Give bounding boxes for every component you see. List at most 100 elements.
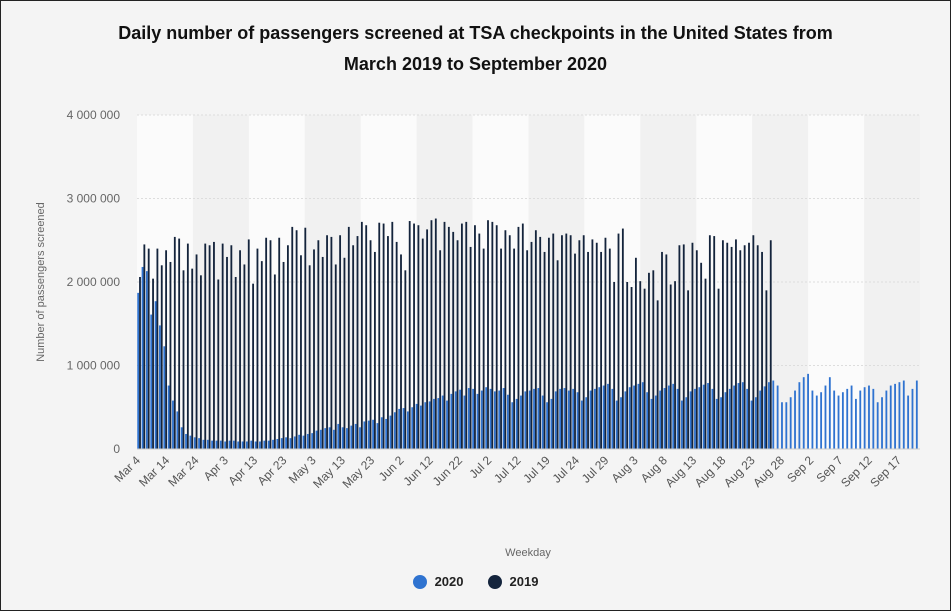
bar-2020[interactable] <box>885 390 888 449</box>
bar-2020[interactable] <box>450 393 453 449</box>
bar-2019[interactable] <box>260 261 263 449</box>
bar-2020[interactable] <box>441 395 444 449</box>
bar-2020[interactable] <box>602 385 605 449</box>
bar-2019[interactable] <box>291 226 294 449</box>
bar-2019[interactable] <box>178 238 181 449</box>
bar-2020[interactable] <box>915 380 918 449</box>
bar-2019[interactable] <box>273 274 276 449</box>
bar-2020[interactable] <box>781 402 783 449</box>
bar-2020[interactable] <box>467 388 470 449</box>
bar-2019[interactable] <box>752 235 755 449</box>
bar-2020[interactable] <box>302 435 305 449</box>
bar-2019[interactable] <box>608 248 611 449</box>
bar-2019[interactable] <box>391 221 394 449</box>
bar-2020[interactable] <box>267 440 270 449</box>
bar-2020[interactable] <box>372 419 374 449</box>
bar-2020[interactable] <box>715 398 718 449</box>
bar-2020[interactable] <box>280 438 283 449</box>
bar-2019[interactable] <box>717 288 720 449</box>
bar-2019[interactable] <box>521 223 524 449</box>
bar-2020[interactable] <box>824 385 827 449</box>
bar-2019[interactable] <box>334 264 337 449</box>
bar-2019[interactable] <box>408 221 411 449</box>
bar-2020[interactable] <box>663 388 666 449</box>
bar-2020[interactable] <box>141 266 144 449</box>
bar-2019[interactable] <box>395 241 398 449</box>
bar-2019[interactable] <box>530 241 533 449</box>
bar-2020[interactable] <box>894 383 896 449</box>
bar-2019[interactable] <box>482 248 485 449</box>
bar-2020[interactable] <box>276 438 279 449</box>
bar-2020[interactable] <box>667 385 670 449</box>
bar-2019[interactable] <box>300 255 302 449</box>
bar-2019[interactable] <box>582 235 585 449</box>
bar-2020[interactable] <box>654 395 657 449</box>
bar-2019[interactable] <box>691 242 694 449</box>
bar-2019[interactable] <box>265 237 268 449</box>
legend-item-2020[interactable]: 2020 <box>412 574 464 589</box>
bar-2020[interactable] <box>185 433 187 449</box>
bar-2020[interactable] <box>707 383 709 449</box>
bar-2019[interactable] <box>561 235 563 449</box>
bar-2019[interactable] <box>469 246 472 449</box>
bar-2019[interactable] <box>282 261 285 449</box>
bar-2019[interactable] <box>208 245 211 449</box>
bar-2020[interactable] <box>198 438 200 449</box>
bar-2020[interactable] <box>163 346 166 449</box>
bar-2020[interactable] <box>385 418 388 449</box>
bar-2019[interactable] <box>213 241 215 449</box>
legend-item-2019[interactable]: 2019 <box>487 574 538 589</box>
bar-2020[interactable] <box>463 395 466 449</box>
bar-2020[interactable] <box>176 411 179 449</box>
bar-2020[interactable] <box>572 388 575 449</box>
bar-2019[interactable] <box>639 281 642 449</box>
bar-2020[interactable] <box>219 440 222 449</box>
bar-2020[interactable] <box>633 385 635 449</box>
bar-2020[interactable] <box>737 383 740 449</box>
bar-2019[interactable] <box>434 218 437 449</box>
bar-2020[interactable] <box>454 391 457 449</box>
bar-2020[interactable] <box>346 428 348 449</box>
bar-2019[interactable] <box>600 251 603 449</box>
bar-2020[interactable] <box>389 415 392 449</box>
bar-2020[interactable] <box>502 388 505 449</box>
bar-2019[interactable] <box>143 244 146 449</box>
bar-2020[interactable] <box>333 429 335 449</box>
bar-2020[interactable] <box>659 390 662 449</box>
bar-2020[interactable] <box>702 384 705 449</box>
bar-2019[interactable] <box>713 236 716 449</box>
bar-2019[interactable] <box>526 250 529 449</box>
bar-2019[interactable] <box>765 290 768 449</box>
bar-2020[interactable] <box>807 373 809 449</box>
bar-2019[interactable] <box>195 254 198 449</box>
bar-2019[interactable] <box>304 227 307 449</box>
bar-2019[interactable] <box>661 251 663 449</box>
bar-2020[interactable] <box>515 398 518 449</box>
bar-2019[interactable] <box>735 239 737 449</box>
bar-2019[interactable] <box>326 235 328 449</box>
bar-2019[interactable] <box>556 260 559 449</box>
bar-2020[interactable] <box>250 440 253 449</box>
bar-2020[interactable] <box>672 383 675 449</box>
bar-2020[interactable] <box>137 292 140 449</box>
bar-2019[interactable] <box>726 242 729 449</box>
bar-2019[interactable] <box>591 239 594 449</box>
bar-2019[interactable] <box>165 250 168 449</box>
bar-2020[interactable] <box>493 391 496 449</box>
bar-2019[interactable] <box>443 221 446 449</box>
bar-2020[interactable] <box>180 427 183 449</box>
bar-2020[interactable] <box>376 423 379 449</box>
bar-2019[interactable] <box>513 248 516 449</box>
bar-2019[interactable] <box>286 245 289 449</box>
bar-2019[interactable] <box>634 257 637 449</box>
bar-2020[interactable] <box>646 392 649 449</box>
bar-2020[interactable] <box>789 397 792 449</box>
bar-2019[interactable] <box>221 243 224 449</box>
bar-2020[interactable] <box>380 417 383 449</box>
bar-2020[interactable] <box>768 382 770 449</box>
bar-2019[interactable] <box>743 245 746 449</box>
bar-2020[interactable] <box>237 441 240 449</box>
bar-2019[interactable] <box>226 256 228 449</box>
bar-2019[interactable] <box>308 265 311 449</box>
bar-2019[interactable] <box>343 257 346 449</box>
